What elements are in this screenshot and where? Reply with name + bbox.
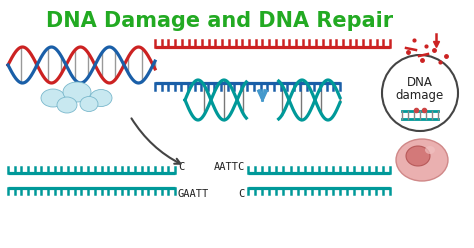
Text: C: C xyxy=(239,189,245,199)
Ellipse shape xyxy=(63,82,91,102)
Text: DNA: DNA xyxy=(407,76,433,90)
Text: C: C xyxy=(178,162,184,172)
Ellipse shape xyxy=(57,97,77,113)
Ellipse shape xyxy=(41,89,65,107)
Text: GAATT: GAATT xyxy=(178,189,209,199)
Ellipse shape xyxy=(406,146,430,166)
Text: AATTC: AATTC xyxy=(214,162,245,172)
Ellipse shape xyxy=(425,146,435,154)
Text: DNA Damage and DNA Repair: DNA Damage and DNA Repair xyxy=(46,11,393,31)
Circle shape xyxy=(382,55,458,131)
Ellipse shape xyxy=(90,90,112,106)
Text: damage: damage xyxy=(396,89,444,101)
Ellipse shape xyxy=(80,96,98,112)
Ellipse shape xyxy=(396,139,448,181)
